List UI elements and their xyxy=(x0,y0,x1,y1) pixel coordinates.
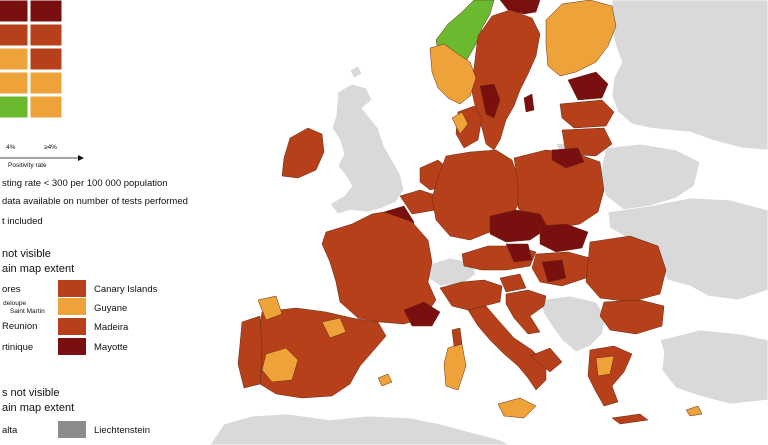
risk-cell-r2-c0 xyxy=(0,47,29,71)
risk-cell-r0-c1 xyxy=(29,0,63,23)
north-africa xyxy=(209,413,511,445)
portugal xyxy=(237,315,263,389)
risk-cell-r3-c1 xyxy=(29,71,63,95)
region-right-madeira: Madeira xyxy=(94,322,129,333)
col-label-low: 4% xyxy=(6,144,16,151)
cyprus xyxy=(685,405,703,417)
spain-orange-north xyxy=(257,295,283,321)
legend-panel: 4% ≥4% Positivity rate sting rate < 300 … xyxy=(0,0,188,438)
norway-south xyxy=(429,43,477,105)
region-left-reunion: Reunion xyxy=(2,321,37,332)
risk-cell-r4-c1 xyxy=(29,95,63,119)
positivity-axis-label: Positivity rate xyxy=(8,162,47,169)
eu-countries xyxy=(237,0,703,425)
region-left-saint-martin: Saint Martin xyxy=(10,308,45,315)
section2-left-malta: alta xyxy=(2,425,18,436)
section2-title-line1: s not visible xyxy=(2,387,59,399)
latvia xyxy=(559,99,615,129)
swatch-madeira xyxy=(58,318,86,335)
note-3: t included xyxy=(2,216,43,227)
scotland-uk xyxy=(329,83,405,215)
italy-heel xyxy=(529,347,563,373)
risk-cell-r3-c0 xyxy=(0,71,29,95)
italy-piemonte-dark xyxy=(403,301,441,327)
greece-orange xyxy=(595,355,615,377)
bulgaria xyxy=(599,299,665,335)
turkey xyxy=(659,329,768,405)
risk-cell-r1-c0 xyxy=(0,23,29,47)
risk-matrix xyxy=(0,0,63,119)
estonia xyxy=(567,71,609,101)
romania xyxy=(585,235,667,303)
section1-title-line1: not visible xyxy=(2,248,51,260)
section2-title-line2: ain map extent xyxy=(2,402,74,414)
slovenia xyxy=(499,273,527,293)
gotland xyxy=(523,93,535,113)
region-right-mayotte: Mayotte xyxy=(94,342,128,353)
note-2: data available on number of tests perfor… xyxy=(2,196,188,207)
swatch-guyane xyxy=(58,298,86,315)
region-left-azores: ores xyxy=(2,284,21,295)
balearics xyxy=(377,373,393,387)
hungary-dark xyxy=(541,259,567,283)
swatch-mayotte xyxy=(58,338,86,355)
croatia xyxy=(505,289,547,335)
balkans-nonEU xyxy=(539,295,607,353)
note-3-label: t included xyxy=(2,216,43,227)
slovakia xyxy=(539,223,589,253)
swatch-canary xyxy=(58,280,86,297)
russia-north xyxy=(611,0,768,151)
finland xyxy=(545,0,617,77)
region-left-guadeloupe: deloupe xyxy=(3,300,27,307)
italy-north xyxy=(439,279,503,311)
region-right-guyane: Guyane xyxy=(94,303,127,314)
italy-boot xyxy=(467,305,547,391)
section2-right-liechtenstein: Liechtenstein xyxy=(94,425,150,436)
note-2-label: data available on number of tests perfor… xyxy=(2,196,188,207)
czechia xyxy=(489,209,549,243)
uk-north-islands xyxy=(349,65,363,79)
swatch-liechtenstein xyxy=(58,421,86,438)
non-eu-countries xyxy=(209,0,768,445)
spain-orange-center xyxy=(261,347,299,383)
section1-title-line2: ain map extent xyxy=(2,263,74,275)
note-1-label: sting rate < 300 per 100 000 population xyxy=(2,178,168,189)
risk-cell-r2-c1 xyxy=(29,47,63,71)
spain-orange-center2 xyxy=(321,317,347,339)
note-1: sting rate < 300 per 100 000 population xyxy=(2,178,168,189)
risk-cell-r1-c1 xyxy=(29,23,63,47)
denmark-orange xyxy=(451,111,469,135)
region-left-martinique: rtinique xyxy=(2,342,33,353)
crete xyxy=(611,413,649,425)
sweden-stockholm xyxy=(479,83,501,119)
risk-cell-r0-c0 xyxy=(0,0,29,23)
sicily xyxy=(497,397,537,419)
ireland xyxy=(281,127,325,179)
region-right-canary: Canary Islands xyxy=(94,284,158,295)
col-label-high: ≥4% xyxy=(44,144,57,151)
poland-dark xyxy=(551,147,585,169)
corsica xyxy=(451,327,463,347)
risk-cell-r4-c0 xyxy=(0,95,29,119)
austria-dark xyxy=(505,243,533,263)
positivity-axis-arrow-icon xyxy=(78,155,84,161)
